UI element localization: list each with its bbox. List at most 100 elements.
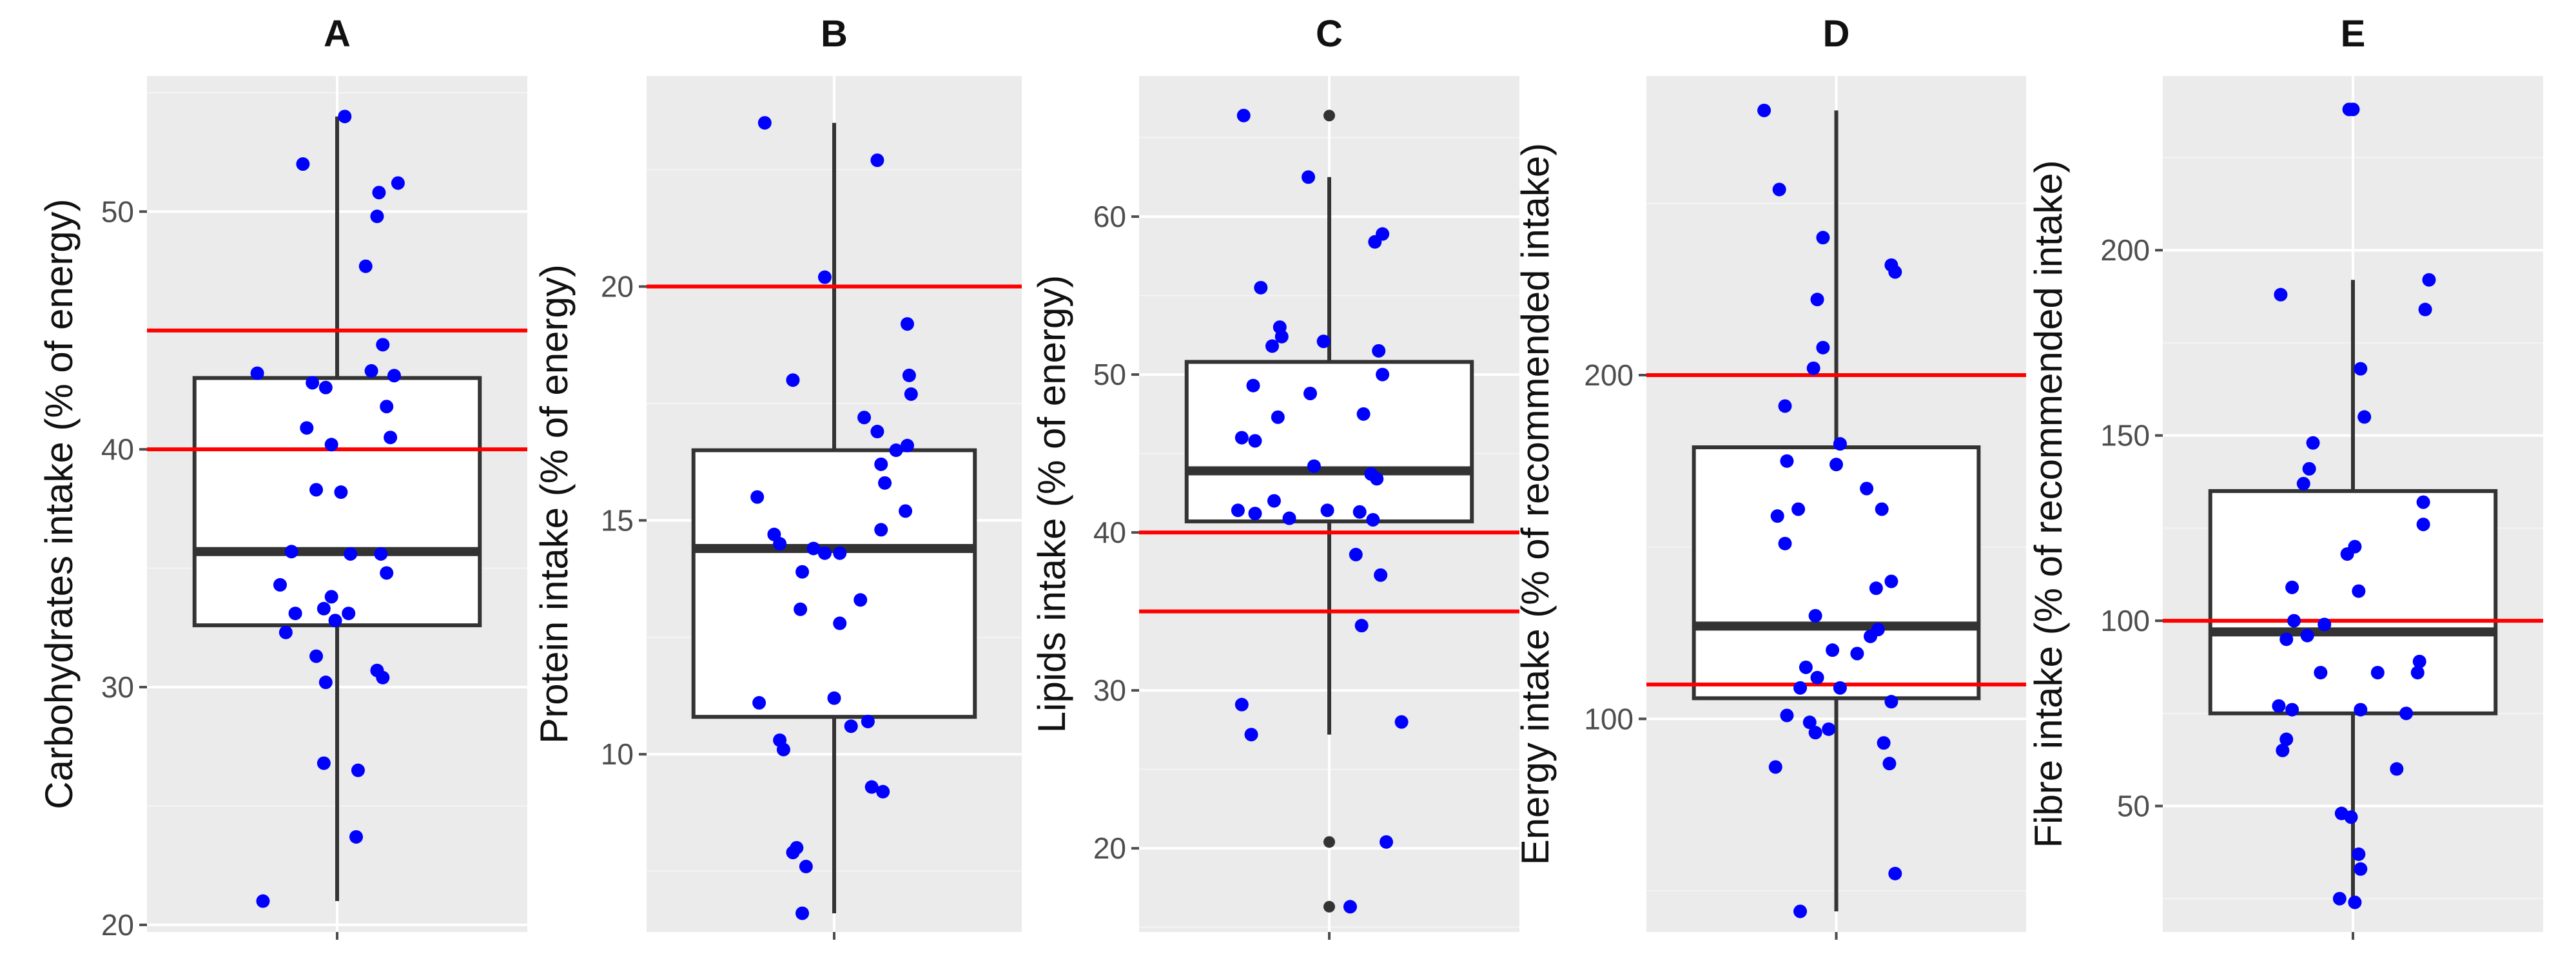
data-point (750, 490, 765, 504)
data-point (318, 380, 333, 394)
data-point (1282, 511, 1296, 525)
data-point (817, 546, 832, 560)
y-tick-label: 10 (601, 737, 634, 771)
data-point (317, 756, 331, 770)
y-tick-label: 30 (101, 670, 134, 704)
data-point (1778, 536, 1792, 550)
data-point (833, 546, 847, 560)
data-point (1877, 736, 1891, 750)
data-point (874, 457, 888, 471)
y-axis-title: Lipids intake (% of energy) (1030, 275, 1073, 733)
data-point (1869, 581, 1883, 596)
data-point (2302, 461, 2316, 476)
data-point (376, 670, 390, 684)
data-point (328, 614, 342, 628)
data-point (795, 565, 810, 579)
y-axis-title: Energy intake (% of recommended intake) (1514, 143, 1557, 866)
data-point (2279, 632, 2294, 646)
data-point (1772, 182, 1786, 197)
iqr-box (1692, 445, 1981, 701)
iqr-box (691, 448, 977, 719)
y-tick-label: 100 (2100, 604, 2150, 637)
iqr-box (192, 376, 482, 628)
panel-title: A (324, 13, 351, 55)
data-point (1274, 329, 1289, 344)
data-point (1884, 574, 1898, 588)
data-point (2352, 584, 2366, 598)
data-point (870, 153, 884, 168)
y-axis-title: Protein intake (% of energy) (532, 264, 576, 744)
data-point (1366, 513, 1380, 527)
outlier-point (1323, 110, 1335, 122)
data-point (1303, 386, 1317, 400)
data-point (1352, 505, 1367, 519)
data-point (2399, 706, 2414, 721)
data-point (288, 607, 302, 621)
data-point (2344, 810, 2358, 824)
data-point (2346, 102, 2360, 117)
data-point (1833, 437, 1847, 451)
data-point (2390, 762, 2404, 776)
data-point (351, 763, 365, 777)
data-point (1810, 293, 1824, 307)
data-point (2274, 287, 2288, 302)
panel-title: B (821, 13, 848, 55)
data-point (2314, 666, 2328, 680)
data-point (1816, 340, 1830, 354)
data-point (1236, 108, 1251, 122)
data-point (2332, 891, 2347, 906)
data-point (776, 743, 790, 757)
data-point (2370, 666, 2385, 680)
data-point (324, 438, 338, 452)
data-point (1830, 458, 1843, 472)
data-point (1816, 231, 1830, 245)
data-point (1791, 502, 1806, 516)
y-tick-label: 50 (1093, 358, 1126, 391)
y-tick-label: 100 (1584, 702, 1634, 735)
data-point (387, 369, 401, 383)
data-point (370, 209, 384, 224)
data-point (1354, 619, 1369, 633)
data-point (338, 110, 352, 124)
iqr-box (1184, 360, 1474, 523)
data-point (374, 547, 388, 561)
data-point (1374, 568, 1388, 582)
data-point (904, 387, 918, 401)
y-tick-label: 200 (2100, 233, 2150, 267)
data-point (899, 504, 913, 518)
data-point (334, 485, 348, 500)
data-point (1380, 835, 1393, 849)
data-point (300, 421, 314, 435)
data-point (817, 270, 832, 284)
data-point (878, 476, 892, 490)
data-point (2418, 302, 2432, 316)
data-point (2354, 862, 2368, 876)
data-point (900, 317, 914, 331)
outlier-point (1323, 900, 1335, 913)
data-point (2348, 895, 2362, 909)
data-point (2412, 654, 2426, 668)
data-point (2279, 732, 2294, 746)
panel-b: 10 15 20 B Protein intake (% of energy) (532, 13, 1022, 940)
data-point (857, 411, 872, 425)
data-point (1780, 708, 1794, 723)
data-point (833, 616, 847, 630)
data-point (1864, 629, 1878, 643)
data-point (2357, 410, 2372, 424)
data-point (1356, 407, 1371, 421)
data-point (795, 906, 810, 920)
data-point (284, 545, 298, 559)
data-point (296, 157, 310, 171)
data-point (752, 695, 766, 710)
data-point (1888, 866, 1902, 880)
data-point (1307, 459, 1321, 473)
data-point (1793, 904, 1808, 918)
data-point (380, 400, 394, 414)
data-point (309, 483, 324, 497)
data-point (317, 601, 331, 616)
data-point (376, 338, 390, 352)
data-point (273, 578, 287, 592)
outlier-point (1323, 836, 1335, 848)
data-point (1826, 643, 1840, 657)
